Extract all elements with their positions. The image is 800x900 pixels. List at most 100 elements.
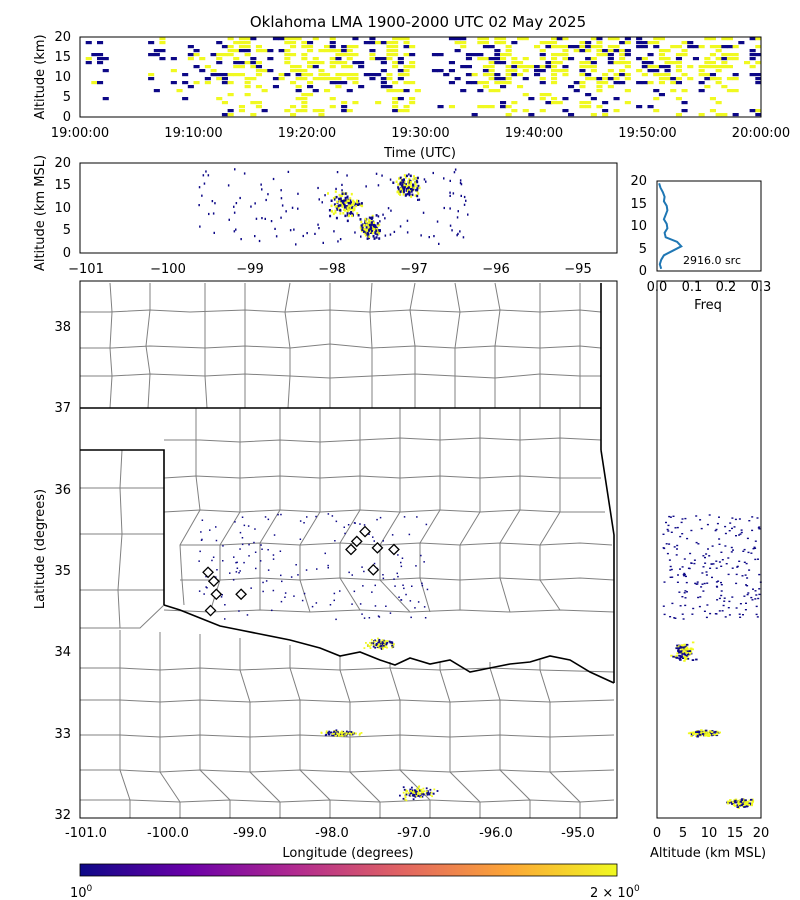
plan-view-source (429, 788, 432, 791)
altitude-latitude-source (700, 586, 703, 588)
longitude-altitude-source (374, 231, 377, 234)
plan-view-source (383, 641, 386, 644)
longitude-tick-label: −98 (318, 262, 345, 277)
longitude-altitude-source (280, 189, 282, 192)
time-altitude-bin (596, 53, 603, 57)
time-altitude-bin (193, 81, 200, 85)
time-altitude-bin (403, 109, 410, 113)
time-altitude-bin (624, 77, 631, 81)
plan-view-source (382, 646, 385, 649)
longitude-altitude-source (407, 186, 410, 189)
time-altitude-bin (653, 37, 660, 41)
altitude-latitude-source (678, 657, 681, 660)
plan-view-source (331, 734, 333, 737)
altitude-latitude-source (681, 533, 684, 535)
longitude-altitude-source (352, 209, 355, 212)
plan-view-source (382, 647, 384, 650)
time-altitude-bin (590, 65, 597, 69)
plan-view-source (411, 585, 413, 587)
longitude-altitude-source (302, 234, 304, 238)
altitude-tick-label: 20 (753, 826, 770, 841)
time-altitude-bin (346, 89, 353, 93)
time-altitude-bin (312, 57, 319, 61)
altitude-latitude-source (718, 610, 721, 612)
altitude-latitude-source (669, 576, 672, 578)
time-altitude-bin (187, 45, 194, 49)
altitude-latitude-source (682, 657, 685, 659)
time-altitude-bin (307, 73, 314, 77)
plan-view-source (420, 788, 423, 791)
time-altitude-bin (307, 49, 314, 53)
time-altitude-bin (749, 109, 756, 113)
plan-view-source (405, 789, 408, 792)
time-altitude-bin (301, 53, 308, 57)
longitude-altitude-source (214, 202, 216, 205)
longitude-altitude-source (373, 227, 376, 231)
altitude-latitude-source (716, 522, 719, 525)
time-altitude-bin (562, 97, 569, 101)
longitude-altitude-source (449, 194, 451, 197)
longitude-altitude-source (392, 181, 395, 184)
altitude-latitude-source (709, 612, 712, 615)
time-altitude-bin (579, 101, 586, 105)
plan-view-source (320, 731, 323, 734)
plan-view-source (301, 599, 304, 602)
time-altitude-bin (482, 85, 489, 89)
time-altitude-bin (290, 105, 297, 109)
longitude-altitude-source (346, 209, 349, 213)
plan-view-source (425, 523, 428, 526)
time-altitude-bin (346, 45, 353, 49)
time-altitude-bin (267, 57, 274, 61)
longitude-altitude-source (409, 174, 412, 178)
time-altitude-bin (318, 113, 325, 117)
longitude-altitude-source (432, 171, 434, 175)
time-altitude-bin (562, 73, 569, 77)
altitude-tick-label: 15 (54, 50, 71, 65)
time-altitude-bin (619, 49, 626, 53)
time-altitude-bin (386, 73, 393, 77)
time-altitude-bin (278, 37, 285, 41)
altitude-tick-label: 20 (630, 174, 647, 189)
altitude-latitude-source (739, 803, 743, 806)
altitude-latitude-source (742, 550, 745, 552)
altitude-latitude-source (696, 735, 699, 738)
altitude-latitude-source (686, 653, 690, 656)
time-altitude-bin (397, 57, 404, 61)
time-altitude-bin (409, 97, 416, 101)
time-altitude-bin (500, 77, 507, 81)
time-altitude-bin (284, 109, 291, 113)
time-altitude-bin (403, 73, 410, 77)
time-altitude-bin (238, 45, 245, 49)
time-altitude-bin (221, 53, 228, 57)
time-altitude-bin (477, 89, 484, 93)
altitude-latitude-source (707, 735, 710, 737)
time-altitude-bin (307, 65, 314, 69)
longitude-altitude-source (281, 204, 284, 207)
plan-view-source (329, 604, 332, 606)
plan-view-source (261, 548, 263, 550)
altitude-tick-label: 15 (630, 197, 647, 212)
time-altitude-bin (715, 45, 722, 49)
longitude-altitude-source (366, 237, 369, 240)
altitude-latitude-source (681, 566, 684, 568)
time-altitude-bin (675, 81, 682, 85)
longitude-altitude-source (382, 213, 384, 216)
longitude-altitude-source (334, 211, 337, 214)
time-altitude-bin (658, 77, 665, 81)
time-altitude-bin (363, 73, 370, 77)
altitude-latitude-source (714, 529, 717, 532)
time-altitude-bin (653, 45, 660, 49)
time-altitude-bin (653, 73, 660, 77)
time-altitude-bin (341, 105, 348, 109)
altitude-latitude-source (715, 730, 719, 733)
time-altitude-bin (551, 53, 558, 57)
time-altitude-bin (255, 85, 262, 89)
time-altitude-bin (97, 57, 104, 61)
time-altitude-bin (522, 77, 529, 81)
lma-stations (202, 525, 400, 617)
plan-view-source (426, 588, 429, 591)
time-altitude-bin (403, 81, 410, 85)
longitude-altitude-source (227, 184, 230, 187)
longitude-altitude-source (341, 189, 343, 192)
time-altitude-bin (517, 37, 524, 41)
